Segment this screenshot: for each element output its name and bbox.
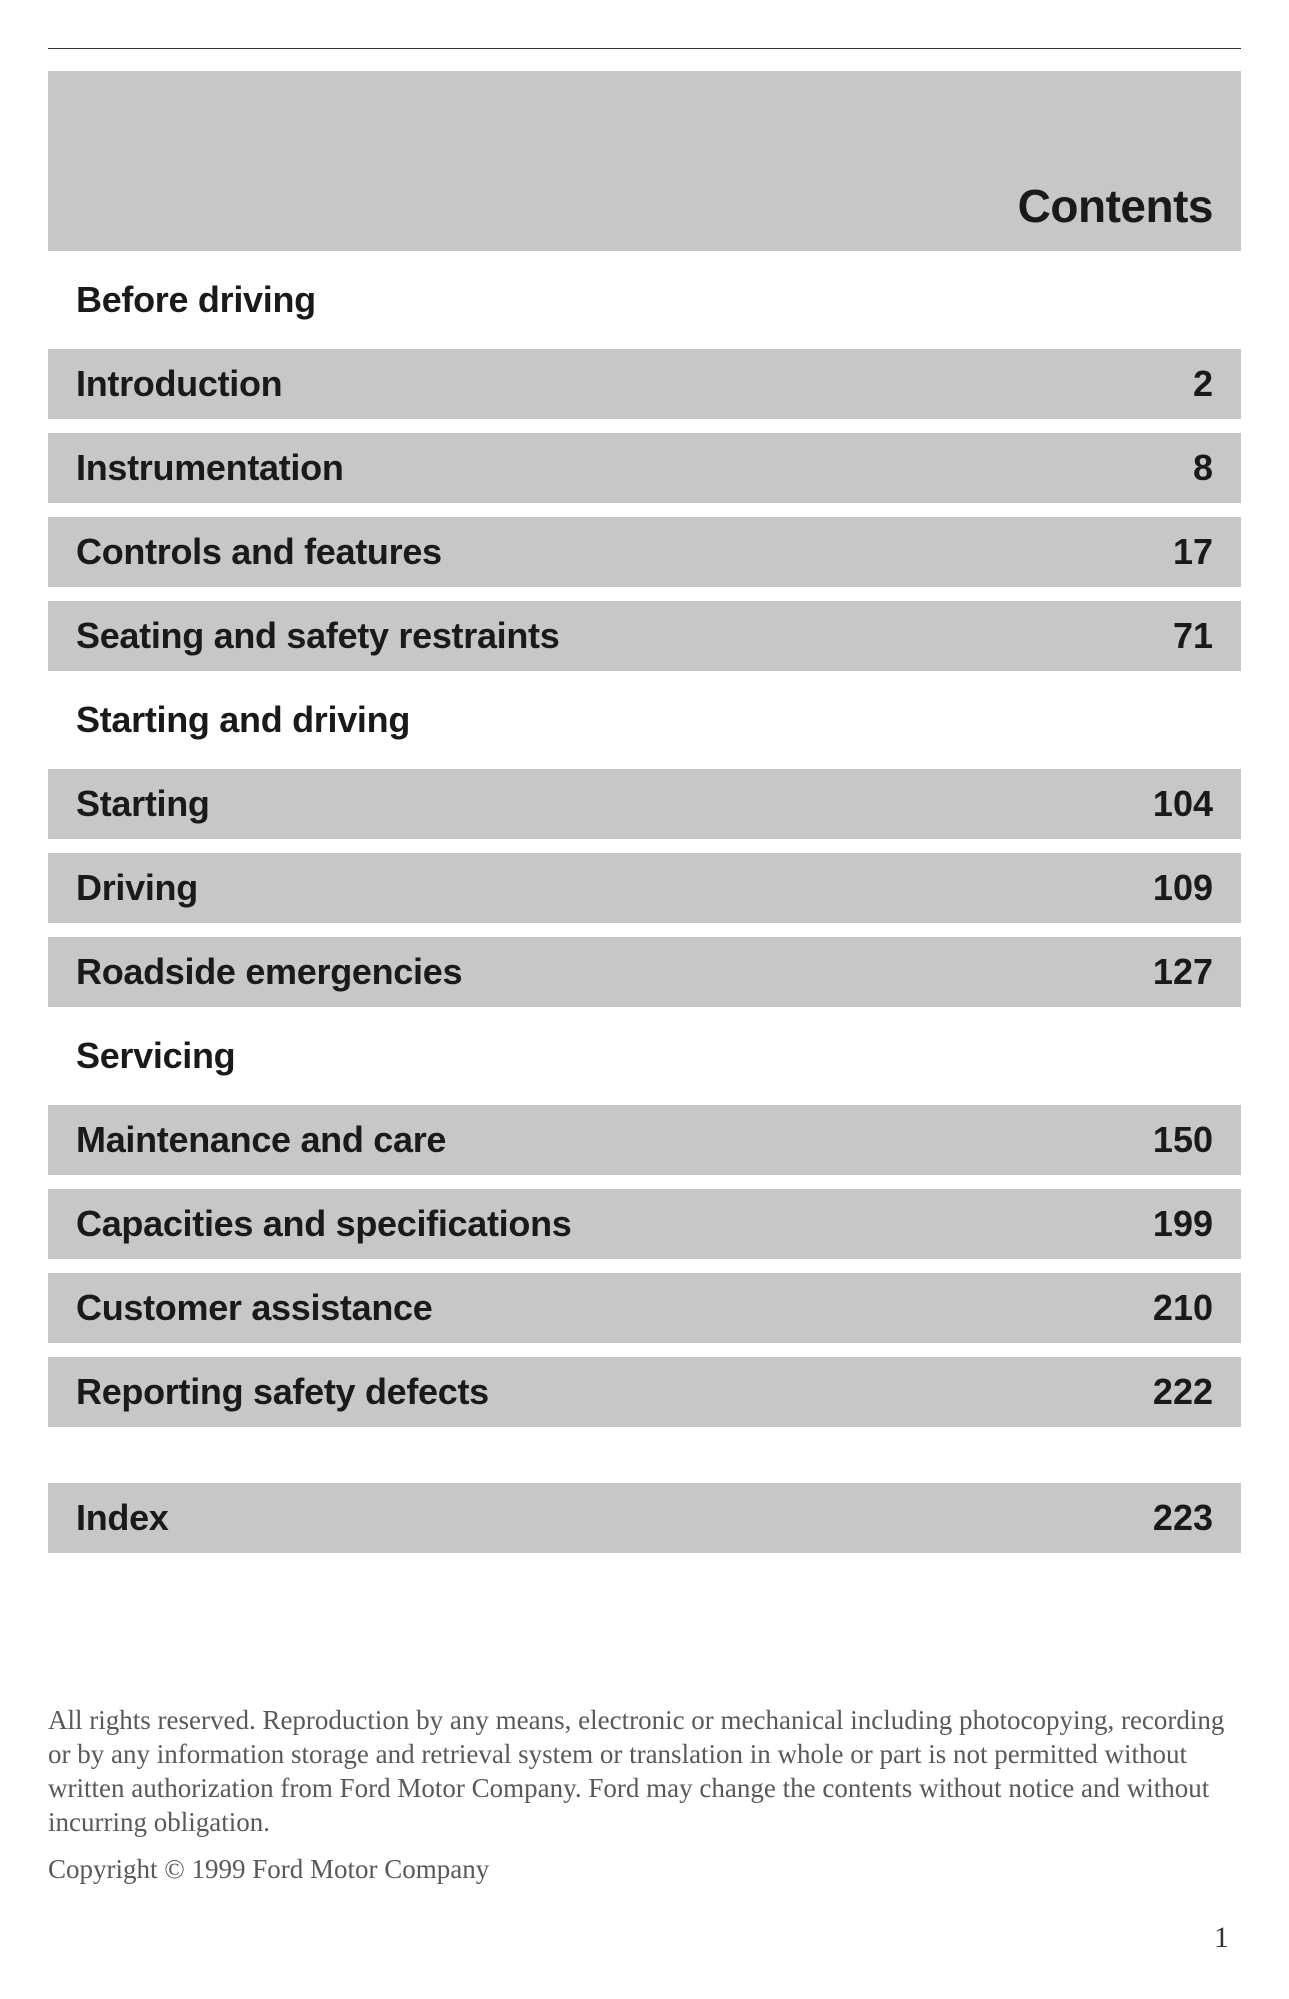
copyright-text: Copyright © 1999 Ford Motor Company — [48, 1853, 1241, 1887]
toc-entry-label: Driving — [76, 867, 198, 909]
toc-entry: Roadside emergencies 127 — [48, 937, 1241, 1007]
toc-entry-page: 127 — [1153, 951, 1213, 993]
toc-entry-page: 223 — [1153, 1497, 1213, 1539]
toc-entry-page: 8 — [1193, 447, 1213, 489]
toc-entry: Starting 104 — [48, 769, 1241, 839]
footer: All rights reserved. Reproduction by any… — [48, 1594, 1241, 1999]
toc-entry-label: Reporting safety defects — [76, 1371, 489, 1413]
toc-entry-label: Controls and features — [76, 531, 442, 573]
toc-entry-label: Instrumentation — [76, 447, 344, 489]
contents-title: Contents — [76, 179, 1213, 233]
toc-entry: Instrumentation 8 — [48, 433, 1241, 503]
toc-entry-label: Starting — [76, 783, 210, 825]
toc-section-label: Servicing — [76, 1035, 235, 1077]
toc-list: Before driving Introduction 2 Instrument… — [48, 265, 1241, 1553]
legal-text: All rights reserved. Reproduction by any… — [48, 1704, 1241, 1839]
toc-section-header: Starting and driving — [48, 685, 1241, 755]
toc-entry-label: Maintenance and care — [76, 1119, 446, 1161]
toc-entry-page: 150 — [1153, 1119, 1213, 1161]
toc-entry-label: Capacities and specifications — [76, 1203, 571, 1245]
toc-entry-page: 17 — [1173, 531, 1213, 573]
toc-entry-label: Index — [76, 1497, 169, 1539]
toc-entry-label: Seating and safety restraints — [76, 615, 559, 657]
toc-entry: Reporting safety defects 222 — [48, 1357, 1241, 1427]
toc-entry: Maintenance and care 150 — [48, 1105, 1241, 1175]
toc-entry-page: 199 — [1153, 1203, 1213, 1245]
toc-entry: Customer assistance 210 — [48, 1273, 1241, 1343]
toc-entry-page: 71 — [1173, 615, 1213, 657]
toc-entry-label: Customer assistance — [76, 1287, 432, 1329]
toc-section-label: Starting and driving — [76, 699, 410, 741]
page-container: Contents Before driving Introduction 2 I… — [0, 0, 1289, 1999]
toc-entry: Seating and safety restraints 71 — [48, 601, 1241, 671]
toc-spacer — [48, 1441, 1241, 1469]
toc-entry: Controls and features 17 — [48, 517, 1241, 587]
toc-section-header: Servicing — [48, 1021, 1241, 1091]
toc-entry-page: 109 — [1153, 867, 1213, 909]
contents-header: Contents — [48, 71, 1241, 251]
toc-section-header: Before driving — [48, 265, 1241, 335]
page-number: 1 — [48, 1887, 1241, 1999]
toc-entry-label: Roadside emergencies — [76, 951, 462, 993]
toc-entry-page: 210 — [1153, 1287, 1213, 1329]
toc-entry: Introduction 2 — [48, 349, 1241, 419]
toc-entry-page: 2 — [1193, 363, 1213, 405]
toc-entry: Driving 109 — [48, 853, 1241, 923]
toc-entry: Index 223 — [48, 1483, 1241, 1553]
toc-section-label: Before driving — [76, 279, 316, 321]
top-rule — [48, 48, 1241, 49]
toc-entry-label: Introduction — [76, 363, 282, 405]
toc-entry: Capacities and specifications 199 — [48, 1189, 1241, 1259]
toc-entry-page: 104 — [1153, 783, 1213, 825]
toc-entry-page: 222 — [1153, 1371, 1213, 1413]
